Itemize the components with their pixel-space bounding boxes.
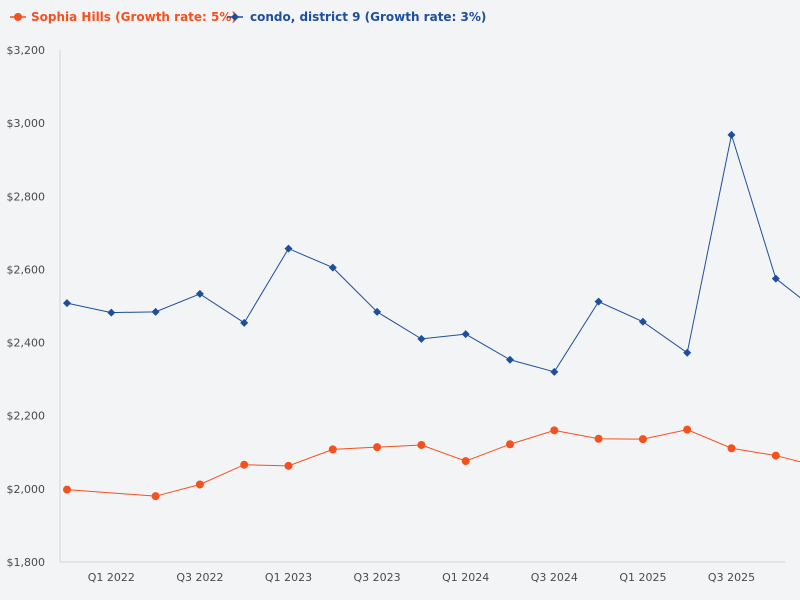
data-point[interactable] [284,244,293,253]
x-tick-label: Q1 2025 [619,571,666,584]
data-point[interactable] [461,457,470,466]
legend-marker [231,13,239,21]
legend-item-1[interactable]: condo, district 9 (Growth rate: 3%) [227,10,486,24]
x-tick-label: Q3 2022 [176,571,223,584]
data-point[interactable] [195,289,204,298]
data-point[interactable] [63,485,71,494]
data-point[interactable] [594,297,603,306]
data-point[interactable] [727,444,736,453]
data-point[interactable] [328,263,337,272]
y-tick-label: $3,200 [7,44,46,57]
data-point[interactable] [771,451,780,460]
x-tick-label: Q3 2024 [531,571,578,584]
legend-marker [14,13,22,21]
x-tick-label: Q1 2023 [265,571,312,584]
data-point[interactable] [594,434,603,443]
plot-area [63,130,800,501]
data-point[interactable] [550,367,559,376]
x-tick-label: Q3 2025 [708,571,755,584]
data-point[interactable] [328,445,337,454]
x-tick-label: Q1 2024 [442,571,489,584]
data-point[interactable] [461,330,470,339]
series-0 [63,425,800,501]
legend-item-0[interactable]: Sophia Hills (Growth rate: 5%) [10,10,237,24]
y-tick-label: $2,400 [7,337,46,350]
data-point[interactable] [417,440,426,449]
data-point[interactable] [195,480,204,489]
legend-label: Sophia Hills (Growth rate: 5%) [31,10,237,24]
series-line [66,429,800,497]
data-point[interactable] [151,492,160,501]
legend-label: condo, district 9 (Growth rate: 3%) [250,10,486,24]
y-tick-label: $2,200 [7,410,46,423]
y-axis: $1,800 $2,000 $2,200 $2,400 $2,600 $2,800 $3,0… [7,44,61,569]
data-point[interactable] [151,307,160,316]
legend: Sophia Hills (Growth rate: 5%) condo, dis… [10,10,486,24]
y-tick-label: $2,800 [7,190,46,203]
data-point[interactable] [506,440,514,449]
data-point[interactable] [727,130,736,139]
data-point[interactable] [550,426,559,435]
data-point[interactable] [506,355,514,364]
x-tick-label: Q3 2023 [354,571,401,584]
data-point[interactable] [638,317,647,326]
data-point[interactable] [240,318,249,327]
data-point[interactable] [683,348,692,357]
data-point[interactable] [683,425,692,434]
x-tick-label: Q1 2022 [88,571,135,584]
y-tick-label: $2,000 [7,483,46,496]
data-point[interactable] [63,299,71,308]
data-point[interactable] [771,274,780,283]
y-tick-label: $1,800 [7,556,46,569]
data-point[interactable] [417,334,426,343]
data-point[interactable] [638,435,647,444]
data-point[interactable] [284,461,293,470]
y-tick-label: $2,600 [7,263,46,276]
x-axis: Q1 2022 Q3 2022 Q1 2023 Q3 2023 Q1 2024 Q3 20… [60,561,785,584]
data-point[interactable] [373,307,382,316]
series-1 [63,130,800,376]
data-point[interactable] [107,308,116,317]
y-tick-label: $3,000 [7,117,46,130]
data-point[interactable] [240,460,249,469]
series-line [66,134,800,373]
data-point[interactable] [373,443,382,452]
